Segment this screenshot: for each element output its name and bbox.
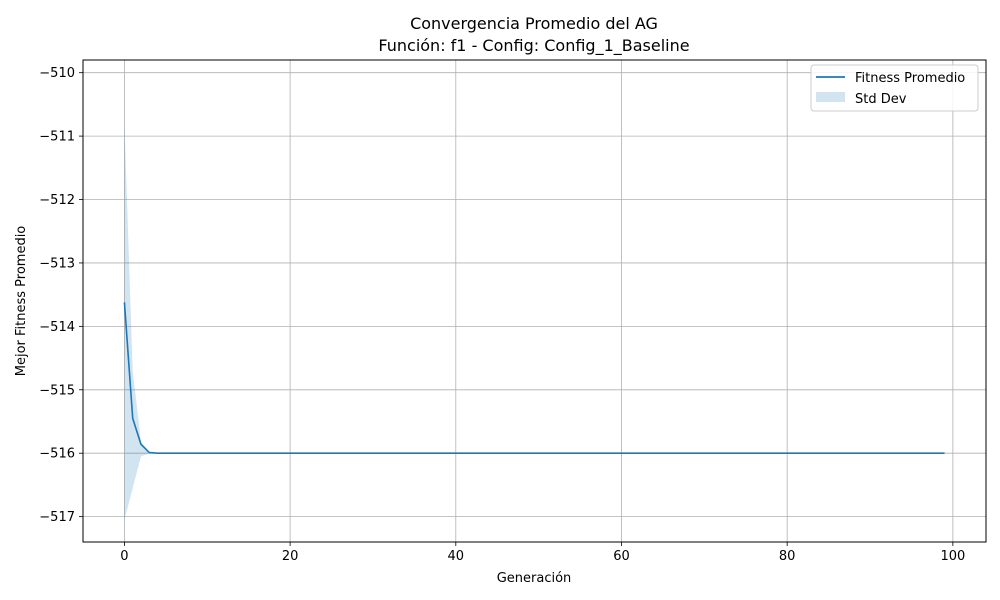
y-tick-label: −514	[39, 320, 75, 335]
chart-title-line2: Función: f1 - Config: Config_1_Baseline	[378, 36, 689, 56]
x-tick-label: 60	[613, 549, 630, 564]
y-tick-label: −512	[39, 193, 75, 208]
y-tick-label: −515	[39, 383, 75, 398]
y-axis-ticks: −517 −516 −515 −514 −513 −512 −511 −510	[39, 66, 83, 525]
y-tick-label: −516	[39, 447, 75, 462]
x-tick-label: 100	[940, 549, 965, 564]
y-tick-label: −517	[39, 510, 75, 525]
x-tick-label: 80	[779, 549, 796, 564]
legend-box	[810, 64, 979, 112]
x-tick-label: 20	[282, 549, 299, 564]
x-tick-label: 0	[120, 549, 128, 564]
x-axis-label: Generación	[497, 571, 572, 586]
y-tick-label: −513	[39, 256, 75, 271]
x-tick-label: 40	[448, 549, 465, 564]
chart-title-line1: Convergencia Promedio del AG	[410, 14, 658, 33]
legend-std-swatch	[816, 92, 845, 102]
legend-std-label: Std Dev	[855, 92, 907, 107]
legend-fitness-label: Fitness Promedio	[855, 71, 965, 86]
y-tick-label: −510	[39, 66, 75, 81]
fitness-promedio-line	[123, 302, 945, 455]
x-axis-ticks: 0 20 40 60 80 100	[120, 542, 965, 564]
legend: Fitness Promedio Std Dev	[810, 64, 979, 112]
plot-frame	[82, 59, 987, 543]
y-tick-label: −511	[39, 130, 75, 145]
y-axis-label: Mejor Fitness Promedio	[14, 226, 29, 377]
